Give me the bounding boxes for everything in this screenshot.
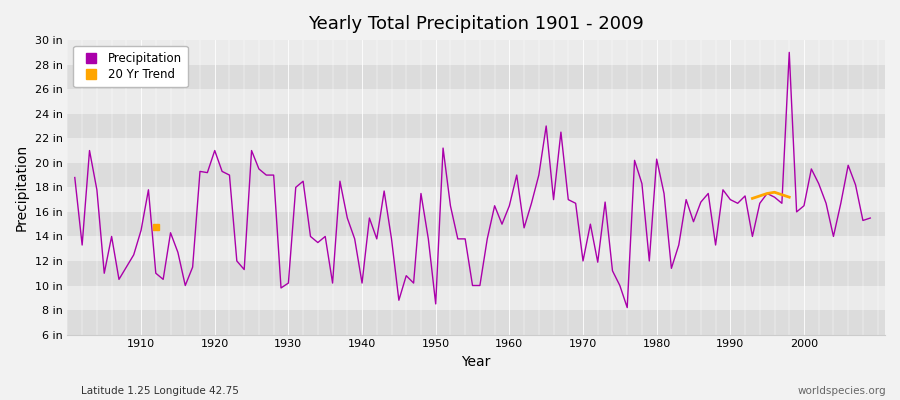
- Title: Yearly Total Precipitation 1901 - 2009: Yearly Total Precipitation 1901 - 2009: [309, 15, 644, 33]
- Bar: [68, 236, 885, 261]
- Y-axis label: Precipitation: Precipitation: [15, 144, 29, 231]
- Text: worldspecies.org: worldspecies.org: [798, 386, 886, 396]
- Bar: [68, 89, 885, 114]
- Bar: [68, 138, 885, 163]
- Bar: [68, 286, 885, 310]
- Bar: [68, 40, 885, 65]
- Bar: [68, 65, 885, 89]
- Bar: [68, 114, 885, 138]
- Bar: [68, 212, 885, 236]
- Text: Latitude 1.25 Longitude 42.75: Latitude 1.25 Longitude 42.75: [81, 386, 239, 396]
- Legend: Precipitation, 20 Yr Trend: Precipitation, 20 Yr Trend: [73, 46, 187, 87]
- X-axis label: Year: Year: [462, 355, 490, 369]
- Bar: [68, 187, 885, 212]
- Bar: [68, 163, 885, 187]
- Bar: [68, 310, 885, 334]
- Bar: [68, 261, 885, 286]
